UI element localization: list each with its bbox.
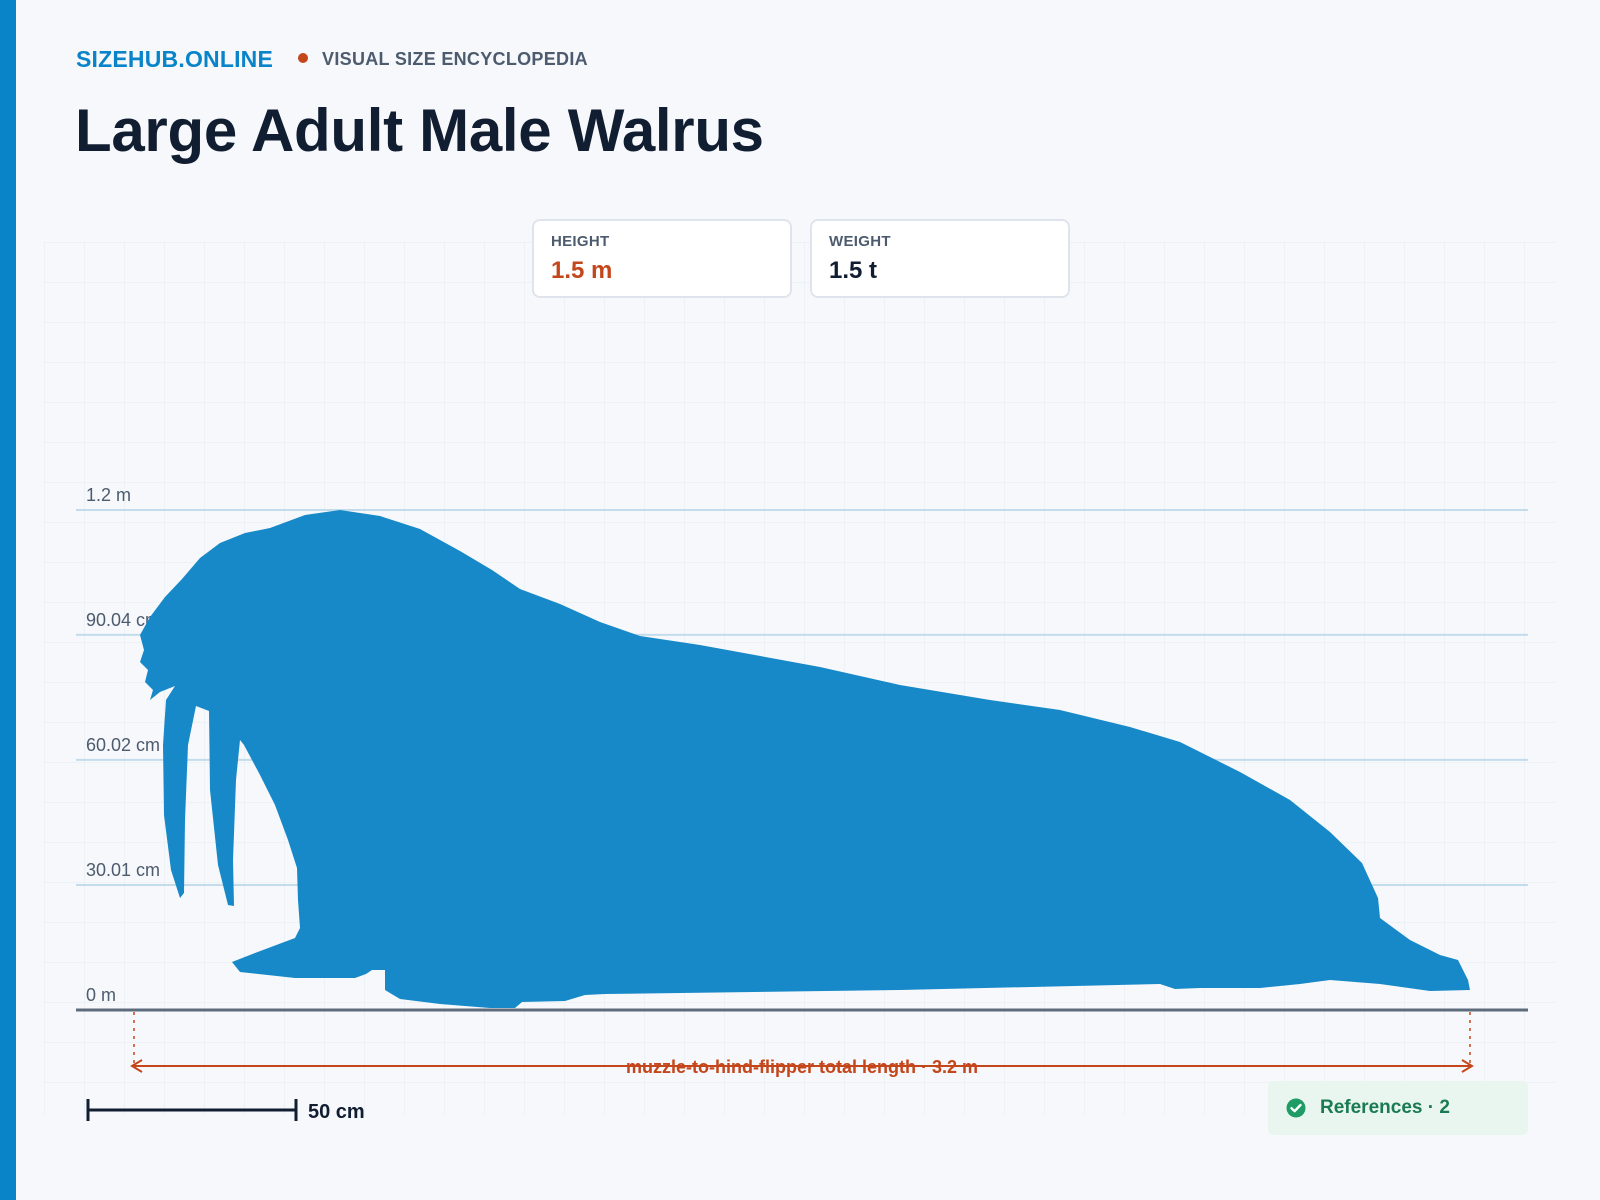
dimension-label: muzzle-to-hind-flipper total length · 3.… — [626, 1057, 978, 1077]
references-button[interactable]: References · 2 — [1268, 1081, 1528, 1135]
accent-bar — [0, 0, 16, 1200]
height-tick-label: 90.04 cm — [86, 610, 160, 630]
references-label: References · 2 — [1320, 1097, 1450, 1118]
brand-tagline: VISUAL SIZE ENCYCLOPEDIA — [322, 49, 588, 69]
page-title: Large Adult Male Walrus — [75, 97, 764, 164]
scale-bar-label: 50 cm — [308, 1101, 365, 1123]
arrowhead-right-icon — [1461, 1059, 1474, 1073]
brand-logo[interactable]: SIZEHUB.ONLINE — [76, 46, 274, 72]
stat-value: 1.5 m — [551, 257, 613, 284]
stat-card-weight: WEIGHT 1.5 t — [810, 219, 1070, 298]
stat-value: 1.5 t — [829, 257, 878, 284]
walrus-silhouette — [140, 510, 1470, 1008]
stat-label: WEIGHT — [829, 233, 891, 250]
check-circle-icon — [1286, 1098, 1306, 1118]
height-tick-label: 1.2 m — [86, 485, 131, 505]
length-dimension: muzzle-to-hind-flipper total length · 3.… — [130, 1012, 1474, 1077]
stat-card-height: HEIGHT 1.5 m — [532, 219, 792, 298]
stat-label: HEIGHT — [551, 233, 610, 250]
brand-row: SIZEHUB.ONLINE VISUAL SIZE ENCYCLOPEDIA — [76, 46, 588, 73]
scale-bar: 50 cm — [86, 1099, 365, 1123]
height-tick-label: 30.01 cm — [86, 860, 160, 880]
brand-separator-dot — [298, 52, 309, 63]
height-tick-label: 60.02 cm — [86, 735, 160, 755]
height-tick-label: 0 m — [86, 985, 116, 1005]
arrowhead-left-icon — [130, 1059, 143, 1073]
